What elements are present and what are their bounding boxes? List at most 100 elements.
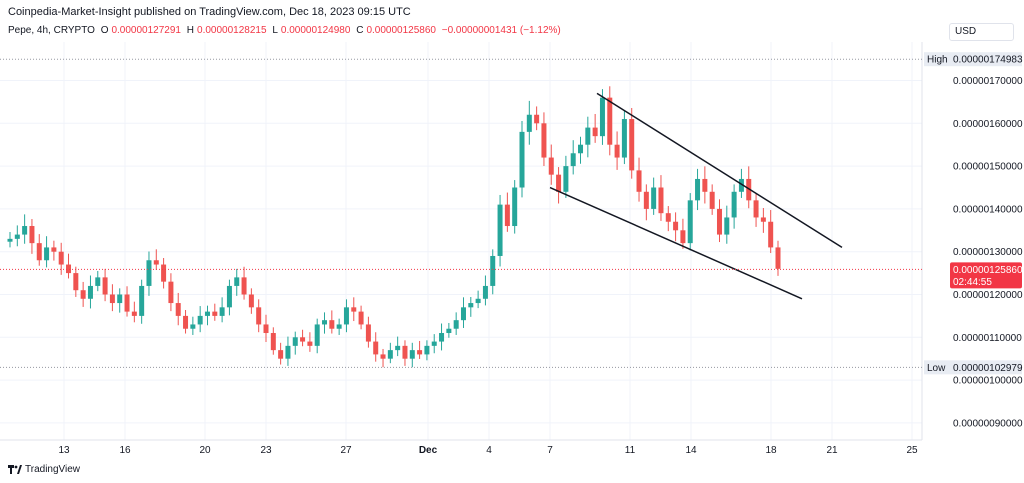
candle-body bbox=[460, 307, 466, 321]
price-tick-label: 0.00000100000 bbox=[953, 376, 1023, 387]
candle-body bbox=[760, 217, 766, 222]
time-tick-label: 7 bbox=[547, 445, 553, 456]
candle-body bbox=[7, 238, 13, 242]
candle-body bbox=[212, 311, 218, 316]
price-tick-label: 0.00000170000 bbox=[953, 76, 1023, 87]
candle-body bbox=[22, 226, 28, 235]
candle-body bbox=[29, 226, 35, 244]
candle-body bbox=[314, 324, 320, 346]
candle-body bbox=[117, 294, 123, 304]
candle-body bbox=[446, 328, 452, 334]
candle-body bbox=[512, 187, 518, 227]
candle-body bbox=[300, 337, 306, 342]
candle-body bbox=[124, 294, 130, 312]
candle-body bbox=[687, 200, 693, 244]
price-tick-label: 0.00000090000 bbox=[953, 418, 1023, 429]
candle-body bbox=[541, 123, 547, 158]
last-price-value: 0.00000125860 bbox=[953, 265, 1023, 276]
price-tick-label: 0.00000120000 bbox=[953, 290, 1023, 301]
price-axis[interactable]: 0.00000170000 0.00000160000 0.00000150000 0… bbox=[921, 42, 1023, 440]
candle-body bbox=[146, 260, 152, 286]
time-axis[interactable]: 13 16 20 23 27 Dec 4 7 11 14 18 21 25 bbox=[0, 439, 922, 456]
candle-body bbox=[636, 170, 642, 192]
candle-body bbox=[709, 191, 715, 209]
candle-body bbox=[431, 341, 437, 346]
high-label: H bbox=[186, 25, 195, 36]
candle-body bbox=[285, 345, 291, 359]
time-tick-label: Dec bbox=[419, 445, 438, 456]
high-low-markers: High 0.00000174983 Low 0.00000102979 0.00000… bbox=[0, 52, 1023, 375]
candle-body bbox=[87, 285, 93, 299]
tradingview-logo-icon bbox=[8, 465, 22, 474]
candle-body bbox=[629, 119, 635, 171]
price-tick-label: 0.00000130000 bbox=[953, 247, 1023, 258]
price-tick-label: 0.00000140000 bbox=[953, 204, 1023, 215]
tradingview-footer[interactable]: TradingView bbox=[8, 464, 80, 475]
candle-body bbox=[307, 341, 313, 346]
candle-body bbox=[66, 264, 72, 274]
candle-body bbox=[716, 208, 722, 235]
high-tag-bg bbox=[924, 52, 1022, 67]
candle-body bbox=[680, 230, 686, 244]
candle-body bbox=[724, 217, 730, 235]
candle-body bbox=[548, 157, 554, 175]
candle-body bbox=[109, 294, 115, 304]
candle-body bbox=[556, 174, 562, 192]
candle-body bbox=[402, 345, 408, 359]
candle-body bbox=[36, 243, 42, 261]
candle-body bbox=[592, 127, 598, 137]
footer-brand: TradingView bbox=[25, 464, 81, 475]
high-tag-label: High bbox=[927, 55, 948, 66]
price-tick-label: 0.00000150000 bbox=[953, 162, 1023, 173]
time-tick-label: 20 bbox=[199, 445, 211, 456]
time-tick-label: 23 bbox=[260, 445, 272, 456]
candle-body bbox=[168, 281, 174, 304]
candle-body bbox=[197, 315, 203, 325]
ohlc-legend: Pepe, 4h, CRYPTO O 0.00000127291 H 0.00000… bbox=[8, 25, 564, 36]
candle-body bbox=[614, 144, 620, 158]
candle-body bbox=[204, 311, 210, 316]
candle-body bbox=[95, 277, 101, 286]
candle-body bbox=[607, 97, 613, 145]
candle-body bbox=[73, 273, 79, 291]
candle-body bbox=[358, 311, 364, 325]
candle-body bbox=[58, 251, 64, 265]
candle-body bbox=[658, 187, 664, 214]
candle-body bbox=[102, 277, 108, 295]
time-tick-label: 4 bbox=[486, 445, 492, 456]
candle-body bbox=[336, 324, 342, 329]
candle-body bbox=[490, 255, 496, 286]
candle-body bbox=[14, 234, 20, 239]
candle-body bbox=[578, 144, 584, 154]
candle-body bbox=[248, 294, 254, 308]
candle-body bbox=[702, 178, 708, 192]
open-value: 0.00000127291 bbox=[111, 25, 181, 36]
candle-body bbox=[365, 324, 371, 342]
candle-body bbox=[753, 200, 759, 218]
candle-body bbox=[263, 324, 269, 334]
candle-body bbox=[343, 307, 349, 325]
candle-body bbox=[468, 303, 474, 308]
candle-body bbox=[395, 345, 401, 351]
candle-body bbox=[695, 178, 701, 201]
candle-body bbox=[417, 350, 423, 355]
candle-body bbox=[526, 114, 532, 132]
candle-body bbox=[153, 260, 159, 265]
publisher-line: Coinpedia-Market-Insight published on Tr… bbox=[8, 6, 411, 18]
low-tag-value: 0.00000102979 bbox=[953, 363, 1023, 374]
time-tick-label: 13 bbox=[58, 445, 70, 456]
candle-body bbox=[621, 119, 627, 158]
currency-button[interactable]: USD bbox=[949, 23, 1014, 41]
candle-body bbox=[439, 333, 445, 342]
trendline-lower bbox=[549, 186, 803, 300]
candle-body bbox=[219, 307, 225, 316]
low-label: L bbox=[272, 25, 278, 36]
candle-body bbox=[351, 307, 357, 312]
high-value: 0.00000128215 bbox=[197, 25, 267, 36]
high-tag-value: 0.00000174983 bbox=[953, 55, 1023, 66]
candle-body bbox=[329, 320, 335, 329]
candle-body bbox=[563, 166, 569, 192]
symbol-label[interactable]: Pepe, 4h, CRYPTO bbox=[8, 25, 95, 36]
candle-body bbox=[570, 153, 576, 167]
